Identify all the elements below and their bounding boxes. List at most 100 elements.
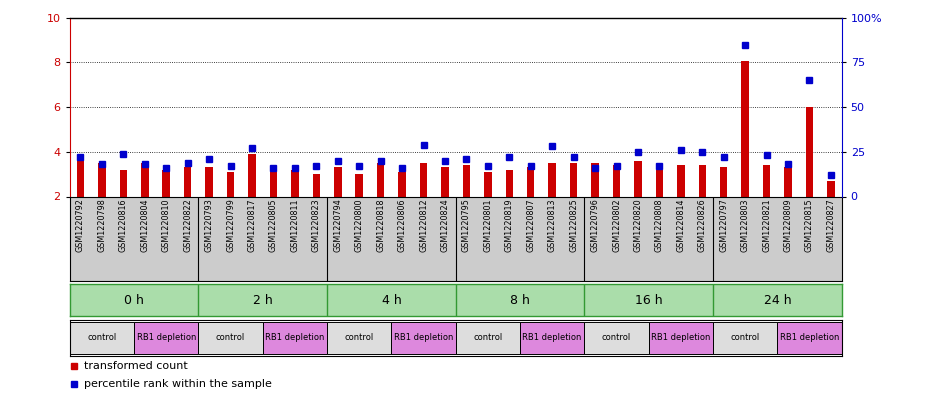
Bar xyxy=(527,167,535,196)
Bar xyxy=(613,165,620,196)
Text: GSM1220793: GSM1220793 xyxy=(205,198,214,252)
Text: percentile rank within the sample: percentile rank within the sample xyxy=(84,379,272,389)
Bar xyxy=(134,322,198,354)
Text: GSM1220795: GSM1220795 xyxy=(462,198,471,252)
Bar xyxy=(184,167,192,196)
Bar xyxy=(713,322,777,354)
Bar xyxy=(634,161,642,196)
Text: GSM1220792: GSM1220792 xyxy=(76,198,85,252)
Bar xyxy=(163,170,170,196)
Text: GSM1220818: GSM1220818 xyxy=(376,198,385,252)
Bar xyxy=(698,165,706,196)
Text: control: control xyxy=(731,334,760,342)
Text: GSM1220802: GSM1220802 xyxy=(612,198,621,252)
Bar xyxy=(327,322,392,354)
Text: control: control xyxy=(216,334,246,342)
Text: RB1 depletion: RB1 depletion xyxy=(265,334,325,342)
Bar xyxy=(262,322,327,354)
Bar xyxy=(462,165,471,196)
Text: 2 h: 2 h xyxy=(253,294,272,307)
Text: GSM1220821: GSM1220821 xyxy=(762,198,771,252)
Bar xyxy=(355,174,363,196)
Bar xyxy=(827,181,835,196)
Bar xyxy=(227,172,234,196)
Bar xyxy=(485,172,492,196)
Text: GSM1220820: GSM1220820 xyxy=(633,198,643,252)
Text: RB1 depletion: RB1 depletion xyxy=(651,334,711,342)
Text: GSM1220804: GSM1220804 xyxy=(140,198,150,252)
Text: GSM1220826: GSM1220826 xyxy=(698,198,707,252)
Bar xyxy=(198,322,262,354)
Bar xyxy=(99,163,106,196)
Bar xyxy=(419,163,427,196)
Bar xyxy=(741,61,749,196)
Text: GSM1220798: GSM1220798 xyxy=(98,198,106,252)
Text: GSM1220801: GSM1220801 xyxy=(484,198,492,252)
Text: 8 h: 8 h xyxy=(510,294,530,307)
Bar xyxy=(76,161,85,196)
Text: 0 h: 0 h xyxy=(124,294,144,307)
Text: RB1 depletion: RB1 depletion xyxy=(779,334,839,342)
Bar xyxy=(456,322,520,354)
Text: GSM1220811: GSM1220811 xyxy=(290,198,299,252)
Bar xyxy=(763,165,770,196)
Bar xyxy=(591,163,599,196)
Text: RB1 depletion: RB1 depletion xyxy=(393,334,453,342)
Bar xyxy=(570,163,578,196)
Bar xyxy=(334,167,341,196)
Bar xyxy=(506,170,513,196)
Text: RB1 depletion: RB1 depletion xyxy=(523,334,582,342)
Text: GSM1220800: GSM1220800 xyxy=(354,198,364,252)
Text: GSM1220814: GSM1220814 xyxy=(676,198,685,252)
Bar xyxy=(656,170,663,196)
Text: GSM1220808: GSM1220808 xyxy=(655,198,664,252)
Bar xyxy=(777,322,842,354)
Text: control: control xyxy=(87,334,116,342)
Text: control: control xyxy=(345,334,374,342)
Text: GSM1220819: GSM1220819 xyxy=(505,198,513,252)
Text: GSM1220803: GSM1220803 xyxy=(740,198,750,252)
Text: GSM1220799: GSM1220799 xyxy=(226,198,235,252)
Text: 24 h: 24 h xyxy=(764,294,791,307)
Text: GSM1220827: GSM1220827 xyxy=(827,198,835,252)
Bar xyxy=(206,167,213,196)
Bar xyxy=(70,322,134,354)
Bar xyxy=(584,322,648,354)
Text: GSM1220794: GSM1220794 xyxy=(333,198,342,252)
Text: 4 h: 4 h xyxy=(381,294,401,307)
Text: control: control xyxy=(602,334,631,342)
Bar xyxy=(720,167,727,196)
Text: GSM1220809: GSM1220809 xyxy=(784,198,792,252)
Text: GSM1220812: GSM1220812 xyxy=(419,198,428,252)
Text: transformed count: transformed count xyxy=(84,362,187,371)
Text: GSM1220797: GSM1220797 xyxy=(719,198,728,252)
Text: GSM1220823: GSM1220823 xyxy=(312,198,321,252)
Bar xyxy=(549,163,556,196)
Bar xyxy=(805,107,813,196)
Text: GSM1220825: GSM1220825 xyxy=(569,198,578,252)
Text: GSM1220796: GSM1220796 xyxy=(591,198,600,252)
Bar xyxy=(520,322,584,354)
Bar xyxy=(648,322,713,354)
Text: GSM1220817: GSM1220817 xyxy=(247,198,257,252)
Text: GSM1220822: GSM1220822 xyxy=(183,198,193,252)
Bar xyxy=(248,154,256,196)
Text: GSM1220815: GSM1220815 xyxy=(805,198,814,252)
Bar xyxy=(312,174,320,196)
Text: GSM1220807: GSM1220807 xyxy=(526,198,536,252)
Bar xyxy=(441,167,449,196)
Bar xyxy=(270,172,277,196)
Text: GSM1220813: GSM1220813 xyxy=(548,198,557,252)
Bar xyxy=(392,322,456,354)
Text: GSM1220805: GSM1220805 xyxy=(269,198,278,252)
Bar xyxy=(141,163,149,196)
Text: 16 h: 16 h xyxy=(635,294,662,307)
Text: GSM1220824: GSM1220824 xyxy=(441,198,449,252)
Text: GSM1220816: GSM1220816 xyxy=(119,198,127,252)
Bar xyxy=(784,167,791,196)
Bar xyxy=(377,163,384,196)
Text: GSM1220810: GSM1220810 xyxy=(162,198,171,252)
Bar xyxy=(291,170,299,196)
Bar xyxy=(398,172,405,196)
Text: RB1 depletion: RB1 depletion xyxy=(137,334,196,342)
